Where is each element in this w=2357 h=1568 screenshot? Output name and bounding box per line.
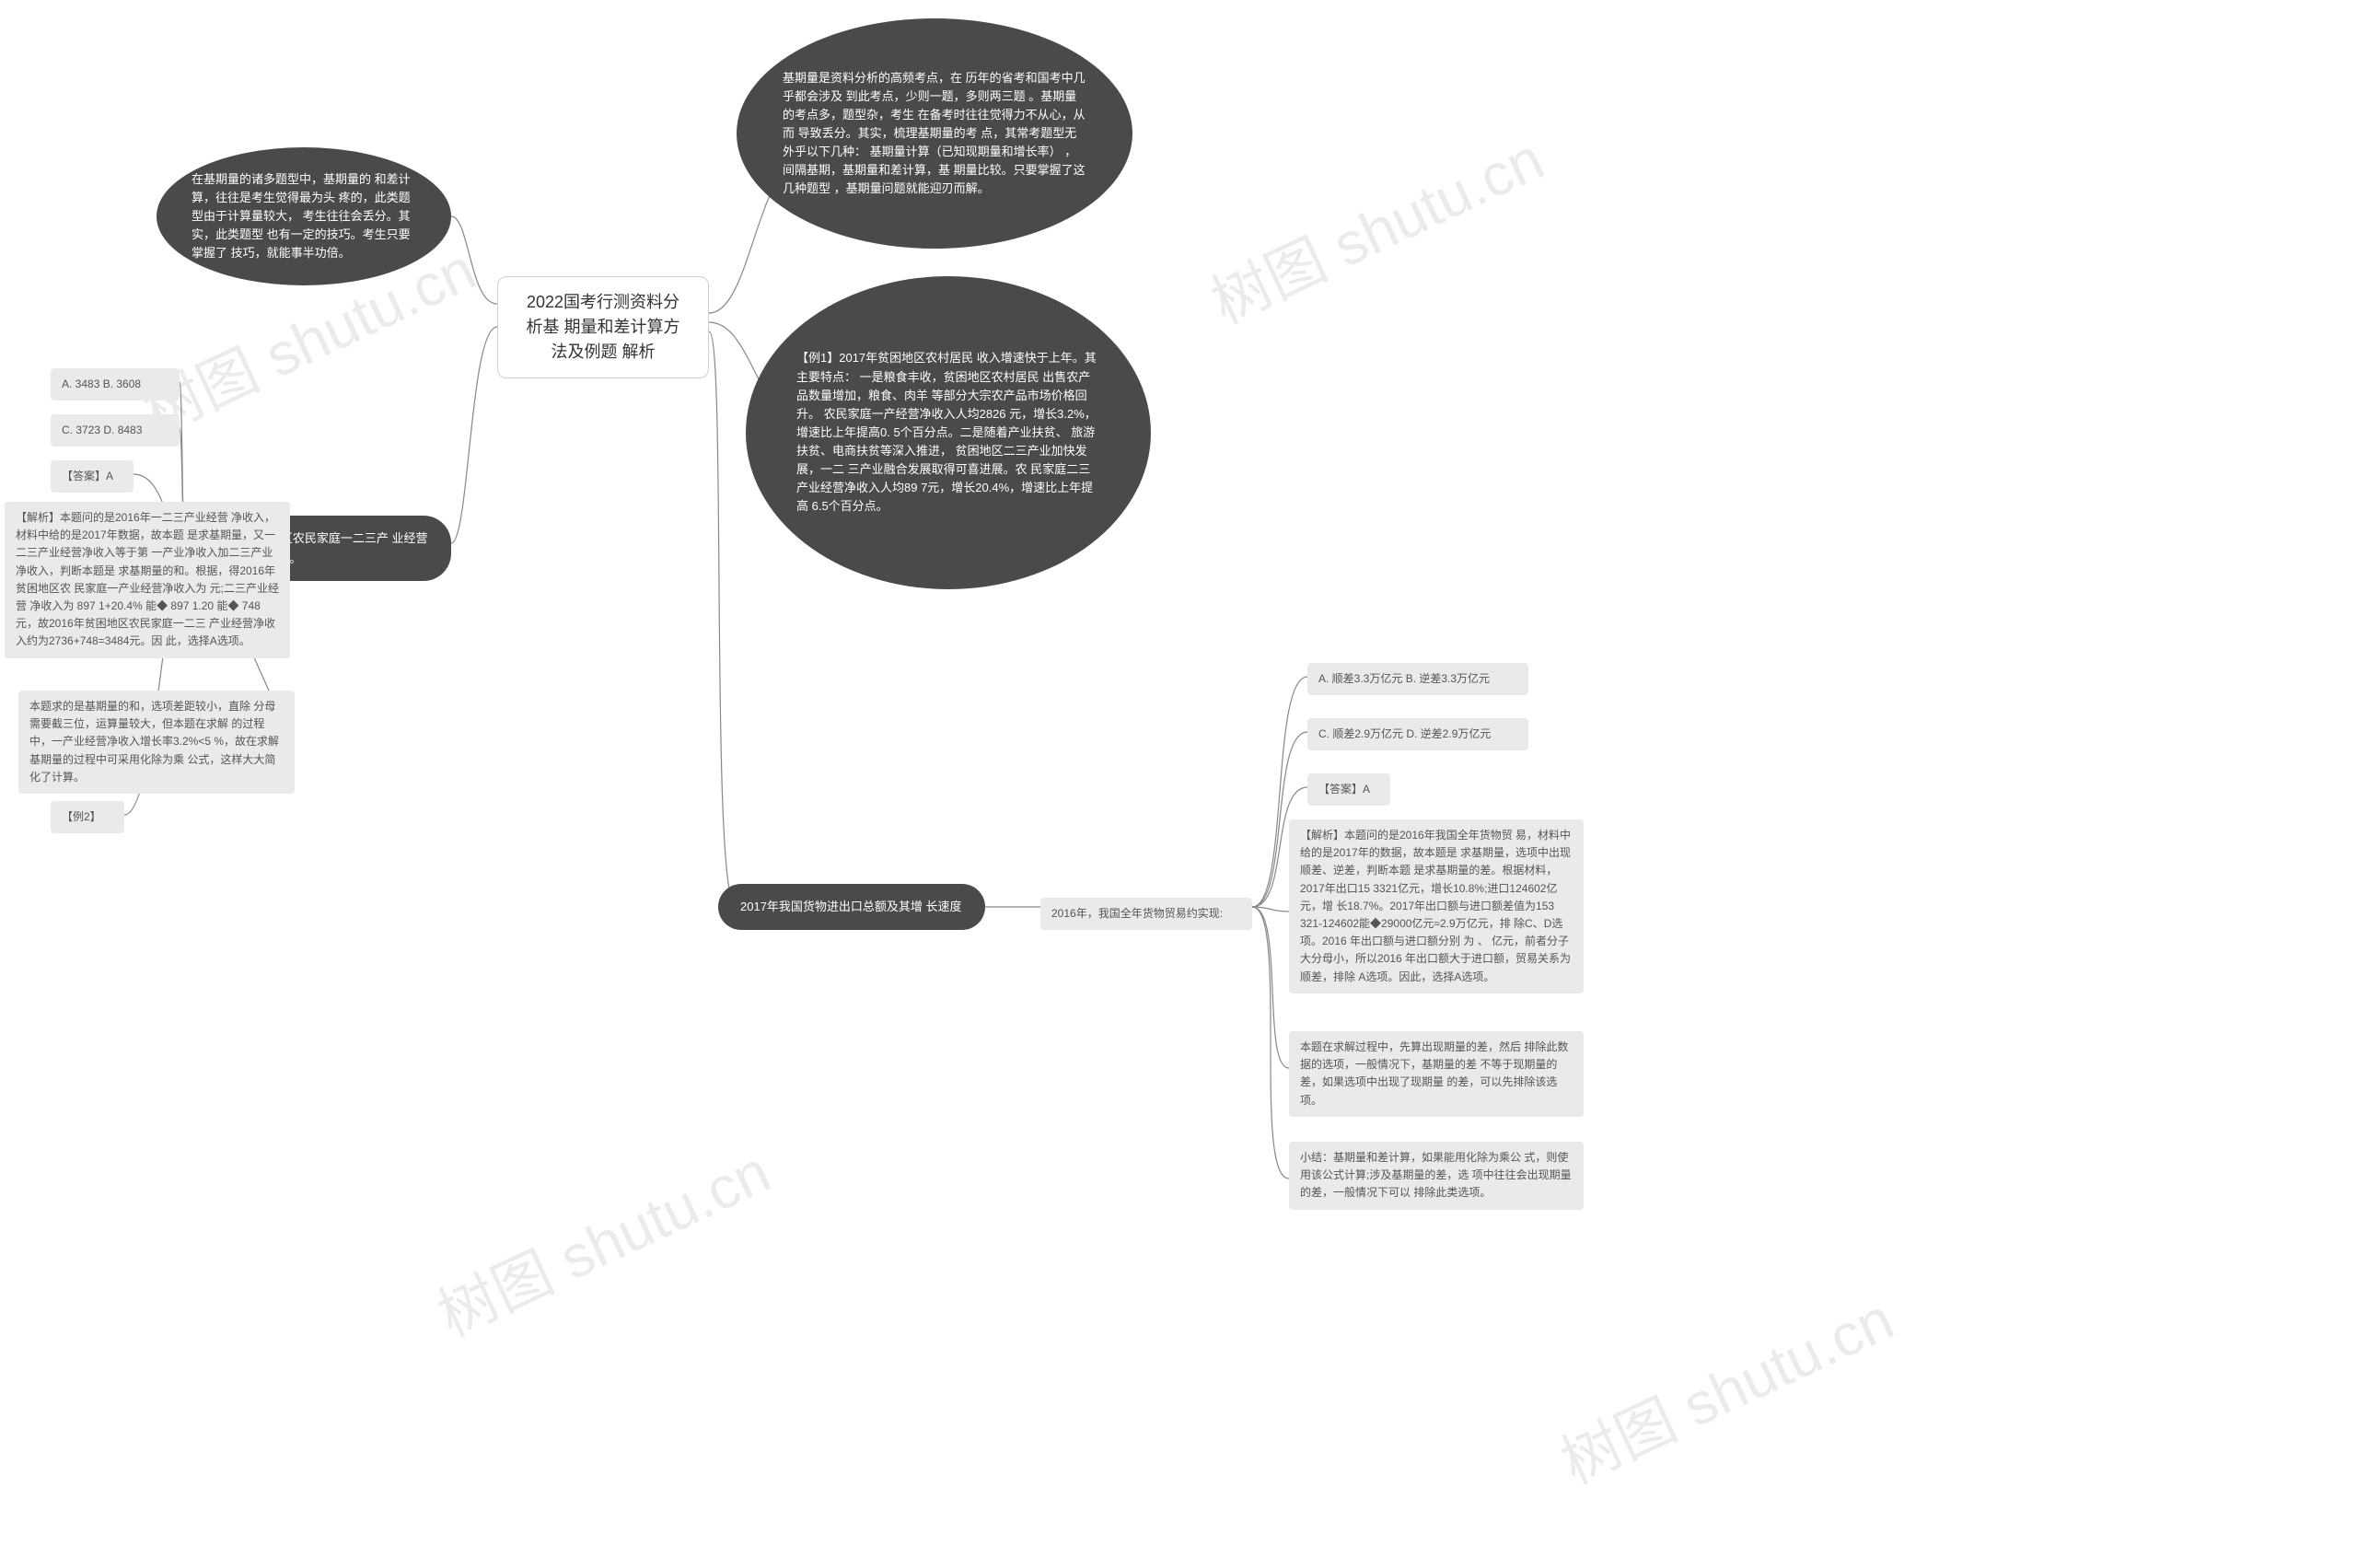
node-bottom-branch[interactable]: 2017年我国货物进出口总额及其增 长速度 xyxy=(718,884,985,930)
watermark: 树图 shutu.cn xyxy=(423,1125,782,1353)
leaf-text: A. 3483 B. 3608 xyxy=(62,377,141,390)
leaf-text: C. 3723 D. 8483 xyxy=(62,424,142,436)
node-left-top-text: 在基期量的诸多题型中，基期量的 和差计算，往往是考生觉得最为头 疼的，此类题型由… xyxy=(192,170,416,263)
center-node-text: 2022国考行测资料分析基 期量和差计算方法及例题 解析 xyxy=(526,293,679,361)
leaf-right-0[interactable]: A. 顺差3.3万亿元 B. 逆差3.3万亿元 xyxy=(1307,663,1528,695)
leaf-text: 【例2】 xyxy=(62,810,101,823)
node-bottom-branch-text: 2017年我国货物进出口总额及其增 长速度 xyxy=(740,900,962,913)
leaf-text: C. 顺差2.9万亿元 D. 逆差2.9万亿元 xyxy=(1318,727,1491,740)
node-mid-right-text: 【例1】2017年贫困地区农村居民 收入增速快于上年。其主要特点： 一是粮食丰收… xyxy=(796,349,1100,516)
watermark: 树图 shutu.cn xyxy=(1196,112,1555,340)
leaf-text: A. 顺差3.3万亿元 B. 逆差3.3万亿元 xyxy=(1318,672,1490,685)
leaf-left-0[interactable]: A. 3483 B. 3608 xyxy=(51,368,180,401)
leaf-right-2[interactable]: 【答案】A xyxy=(1307,773,1390,806)
leaf-left-4[interactable]: 本题求的是基期量的和，选项差距较小，直除 分母需要截三位，运算量较大，但本题在求… xyxy=(18,691,295,794)
node-left-top[interactable]: 在基期量的诸多题型中，基期量的 和差计算，往往是考生觉得最为头 疼的，此类题型由… xyxy=(157,147,451,285)
leaf-right-5[interactable]: 小结：基期量和差计算，如果能用化除为乘公 式，则使用该公式计算;涉及基期量的差，… xyxy=(1289,1142,1584,1210)
leaf-text: 【解析】本题问的是2016年我国全年货物贸 易，材料中给的是2017年的数据，故… xyxy=(1300,829,1571,983)
node-mid-right[interactable]: 【例1】2017年贫困地区农村居民 收入增速快于上年。其主要特点： 一是粮食丰收… xyxy=(746,276,1151,589)
center-node[interactable]: 2022国考行测资料分析基 期量和差计算方法及例题 解析 xyxy=(497,276,709,378)
leaf-text: 小结：基期量和差计算，如果能用化除为乘公 式，则使用该公式计算;涉及基期量的差，… xyxy=(1300,1151,1572,1199)
node-bottom-sub-text: 2016年，我国全年货物贸易约实现: xyxy=(1051,907,1223,920)
leaf-right-1[interactable]: C. 顺差2.9万亿元 D. 逆差2.9万亿元 xyxy=(1307,718,1528,750)
leaf-left-1[interactable]: C. 3723 D. 8483 xyxy=(51,414,180,447)
leaf-text: 本题求的是基期量的和，选项差距较小，直除 分母需要截三位，运算量较大，但本题在求… xyxy=(29,700,279,784)
leaf-right-4[interactable]: 本题在求解过程中，先算出现期量的差，然后 排除此数据的选项，一般情况下，基期量的… xyxy=(1289,1031,1584,1117)
leaf-right-3[interactable]: 【解析】本题问的是2016年我国全年货物贸 易，材料中给的是2017年的数据，故… xyxy=(1289,819,1584,993)
leaf-text: 【解析】本题问的是2016年一二三产业经营 净收入，材料中给的是2017年数据，… xyxy=(16,511,279,647)
leaf-text: 【答案】A xyxy=(62,470,113,482)
node-top-right[interactable]: 基期量是资料分析的高频考点，在 历年的省考和国考中几乎都会涉及 到此考点，少则一… xyxy=(737,18,1132,249)
node-bottom-sub[interactable]: 2016年，我国全年货物贸易约实现: xyxy=(1040,898,1252,930)
watermark: 树图 shutu.cn xyxy=(1546,1272,1905,1500)
leaf-left-3[interactable]: 【解析】本题问的是2016年一二三产业经营 净收入，材料中给的是2017年数据，… xyxy=(5,502,290,658)
node-top-right-text: 基期量是资料分析的高频考点，在 历年的省考和国考中几乎都会涉及 到此考点，少则一… xyxy=(783,69,1086,199)
leaf-left-5[interactable]: 【例2】 xyxy=(51,801,124,833)
leaf-left-2[interactable]: 【答案】A xyxy=(51,460,134,493)
leaf-text: 【答案】A xyxy=(1318,783,1370,796)
leaf-text: 本题在求解过程中，先算出现期量的差，然后 排除此数据的选项，一般情况下，基期量的… xyxy=(1300,1040,1568,1107)
